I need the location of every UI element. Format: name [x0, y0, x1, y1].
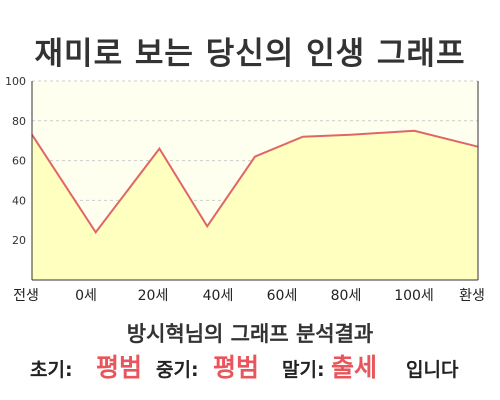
- ending-text: 입니다: [406, 359, 459, 381]
- early-label: 초기:: [30, 359, 73, 381]
- early-value: 평범: [96, 353, 143, 382]
- x-tick-label: 0세: [75, 288, 97, 304]
- x-tick-label: 40세: [203, 288, 234, 304]
- y-tick-label: 20: [12, 234, 26, 247]
- y-tick-label: 100: [5, 75, 26, 88]
- axes: [31, 81, 479, 281]
- mid-value: 평범: [213, 353, 260, 382]
- x-tick-label: 20세: [138, 288, 169, 304]
- result-heading: 방시혁님의 그래프 분석결과: [126, 322, 374, 346]
- x-tick-label: 80세: [331, 288, 362, 304]
- life-graph-chart: 20 40 60 80 100 전생 0세 20세 40세 60세 80세 100세 환생: [5, 75, 485, 304]
- x-tick-label: 100세: [394, 288, 434, 304]
- series-line: [31, 129, 479, 234]
- x-tick-labels: 전생 0세 20세 40세 60세 80세 100세 환생: [13, 288, 485, 304]
- y-tick-label: 40: [12, 194, 26, 207]
- y-tick-label: 60: [12, 155, 26, 168]
- chart-title: 재미로 보는 당신의 인생 그래프: [34, 36, 466, 72]
- x-tick-label: 전생: [13, 288, 39, 304]
- area-fill: [32, 130, 478, 280]
- mid-label: 중기:: [156, 359, 199, 381]
- late-label: 말기:: [282, 359, 325, 381]
- late-value: 출세: [331, 353, 378, 382]
- y-tick-label: 80: [12, 115, 26, 128]
- x-tick-label: 60세: [267, 288, 298, 304]
- x-tick-label: 환생: [459, 288, 485, 304]
- y-tick-labels: 20 40 60 80 100: [5, 75, 26, 247]
